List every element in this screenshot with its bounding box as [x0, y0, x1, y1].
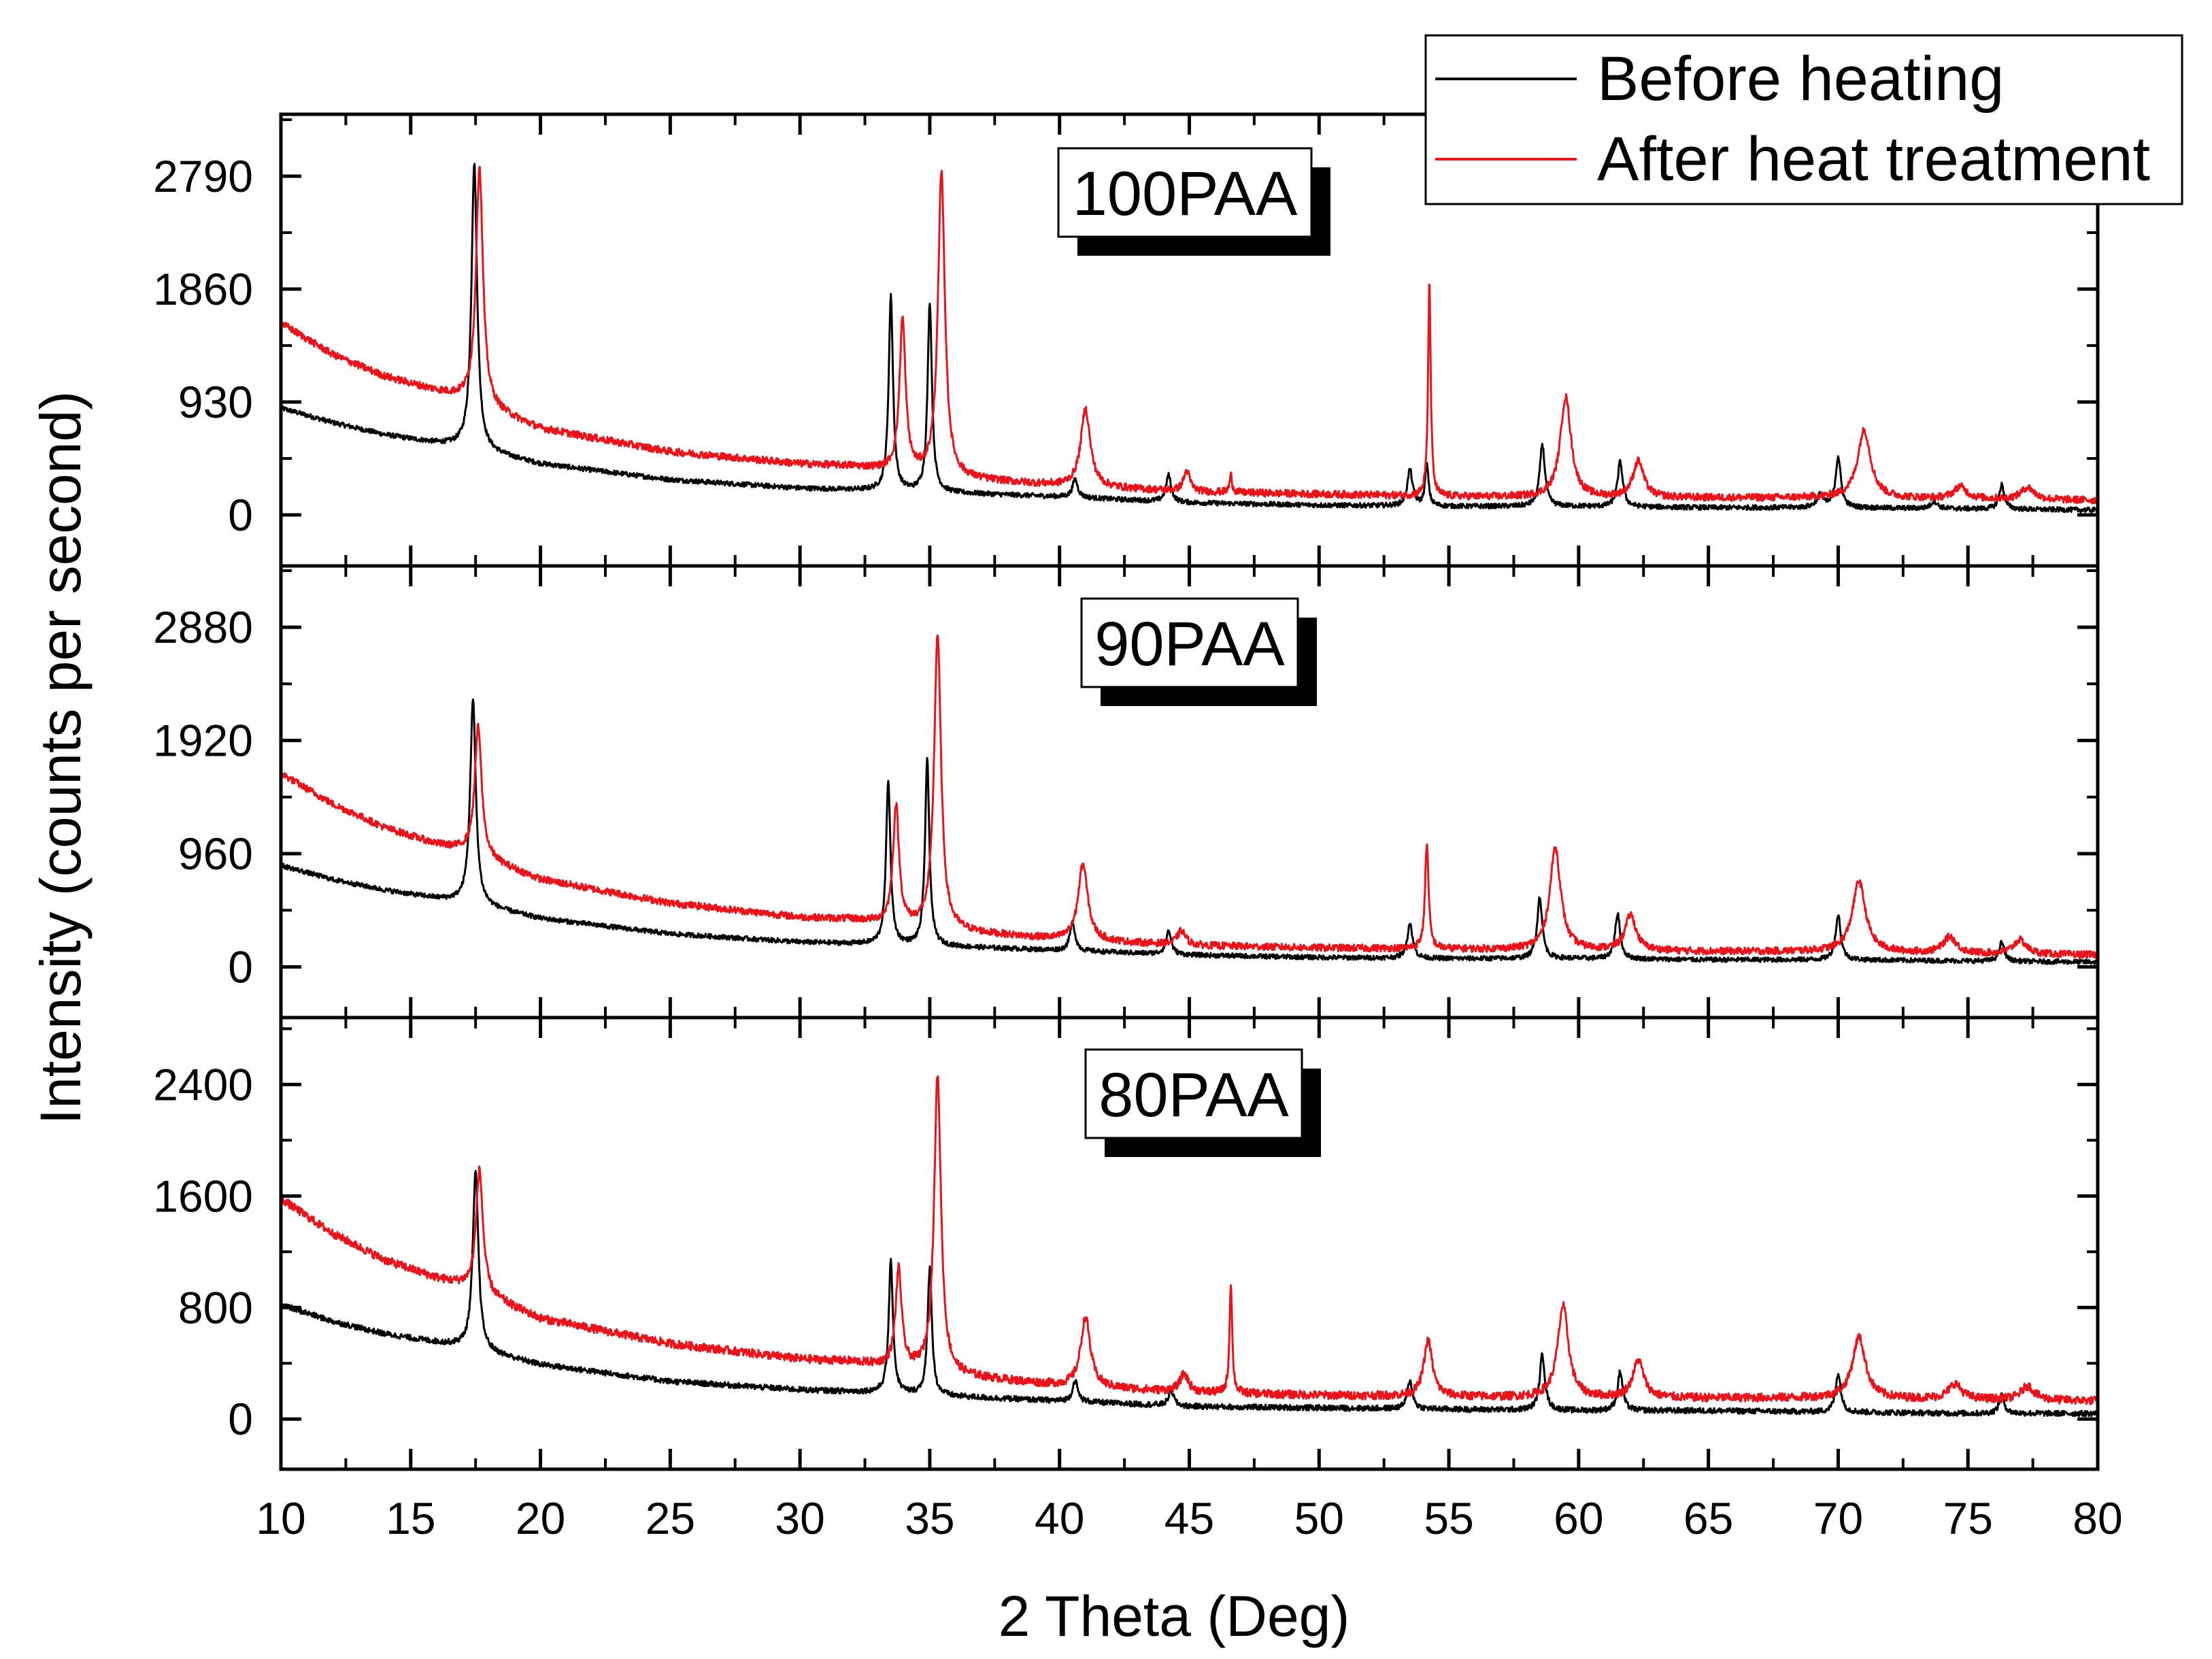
- x-tick-label: 45: [1164, 1493, 1214, 1543]
- legend-frame: [1424, 34, 2183, 205]
- series-line-after-heat-treatment: [280, 165, 2099, 505]
- x-tick-label: 50: [1294, 1493, 1344, 1543]
- x-tick-label: 25: [646, 1493, 695, 1543]
- panel-label: 80PAA: [1099, 1060, 1289, 1130]
- y-tick-label: 1920: [153, 716, 253, 766]
- y-tick-label: 930: [178, 377, 253, 427]
- panel-label-box: 100PAA: [1057, 147, 1330, 256]
- series-line-before-heating: [280, 698, 2099, 965]
- x-tick-label: 80: [2073, 1493, 2122, 1543]
- panels-layer: 0 930 1860 2790 100PAA 0 960 1920 2880 90PAA 0 800 1…: [153, 112, 2100, 1471]
- x-tick-label: 15: [386, 1493, 435, 1543]
- x-tick-label: 70: [1813, 1493, 1863, 1543]
- x-tick-label: 60: [1554, 1493, 1603, 1543]
- x-tick-label: 10: [256, 1493, 305, 1543]
- y-tick-label: 0: [228, 1394, 253, 1444]
- series-line-after-heat-treatment: [280, 1075, 2099, 1406]
- panel-label-frame: [1084, 1048, 1303, 1139]
- y-tick-label: 2790: [153, 151, 253, 201]
- x-tick-label: 75: [1943, 1493, 1993, 1543]
- y-tick-label: 2880: [153, 602, 253, 652]
- x-tick-label: 40: [1035, 1493, 1084, 1543]
- legend: Before heating After heat treatment: [1424, 34, 2183, 205]
- panel-label: 90PAA: [1094, 609, 1285, 679]
- y-tick-label: 1860: [153, 264, 253, 314]
- legend-label: After heat treatment: [1597, 124, 2150, 194]
- series-line-before-heating: [280, 163, 2099, 514]
- x-axis-title: 2 Theta (Deg): [999, 1584, 1350, 1648]
- series-line-before-heating: [280, 1169, 2099, 1418]
- x-tick-label: 35: [905, 1493, 954, 1543]
- y-axis-title: Intensity (counts per second): [29, 391, 93, 1125]
- y-tick-label: 0: [228, 941, 253, 992]
- y-tick-label: 2400: [153, 1059, 253, 1109]
- panel-label-frame: [1057, 147, 1313, 238]
- panel-90PAA: 0 960 1920 2880 90PAA: [153, 564, 2100, 1020]
- y-tick-label: 800: [178, 1282, 253, 1333]
- panel-label-frame: [1080, 597, 1299, 688]
- series-line-after-heat-treatment: [280, 634, 2099, 959]
- x-axis: 10 15 20 25 30 35 40 45 50 55 60 65 70 75 80: [256, 1493, 2122, 1543]
- panel-100PAA: 0 930 1860 2790 100PAA: [153, 112, 2100, 568]
- panel-label: 100PAA: [1073, 159, 1298, 229]
- panel-label-box: 80PAA: [1084, 1048, 1321, 1157]
- y-tick-label: 960: [178, 828, 253, 879]
- x-tick-label: 65: [1683, 1493, 1733, 1543]
- x-tick-label: 30: [775, 1493, 824, 1543]
- panel-80PAA: 0 800 1600 2400 80PAA: [153, 1016, 2100, 1471]
- x-tick-label: 20: [516, 1493, 565, 1543]
- legend-label: Before heating: [1597, 44, 2004, 114]
- panel-label-box: 90PAA: [1080, 597, 1317, 706]
- x-tick-label: 55: [1424, 1493, 1473, 1543]
- y-tick-label: 1600: [153, 1171, 253, 1221]
- y-tick-label: 0: [228, 490, 253, 540]
